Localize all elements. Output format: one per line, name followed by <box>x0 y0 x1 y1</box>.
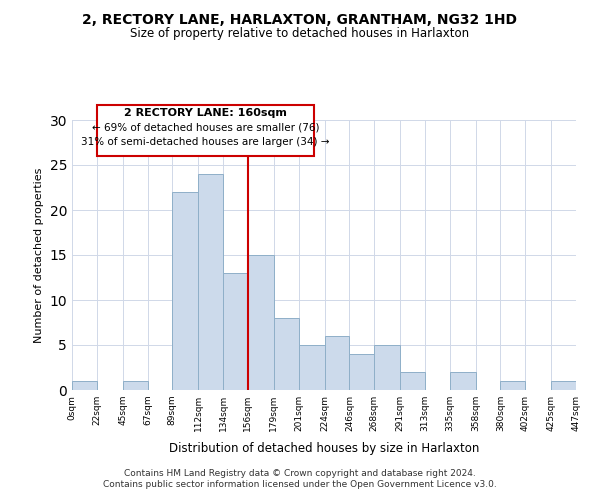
Bar <box>248 255 274 390</box>
Text: Contains HM Land Registry data © Crown copyright and database right 2024.: Contains HM Land Registry data © Crown c… <box>124 468 476 477</box>
Y-axis label: Number of detached properties: Number of detached properties <box>34 168 44 342</box>
Bar <box>500 381 525 390</box>
Text: Size of property relative to detached houses in Harlaxton: Size of property relative to detached ho… <box>130 28 470 40</box>
Bar <box>299 345 325 390</box>
Bar <box>274 318 299 390</box>
Text: 2 RECTORY LANE: 160sqm: 2 RECTORY LANE: 160sqm <box>124 108 287 118</box>
Text: ← 69% of detached houses are smaller (76): ← 69% of detached houses are smaller (76… <box>92 122 319 132</box>
Bar <box>400 372 425 390</box>
X-axis label: Distribution of detached houses by size in Harlaxton: Distribution of detached houses by size … <box>169 442 479 456</box>
Bar <box>172 192 198 390</box>
Bar <box>223 273 248 390</box>
Bar <box>551 381 576 390</box>
Bar <box>349 354 374 390</box>
Text: 31% of semi-detached houses are larger (34) →: 31% of semi-detached houses are larger (… <box>82 136 330 146</box>
Bar <box>374 345 400 390</box>
Bar <box>450 372 476 390</box>
Bar <box>325 336 349 390</box>
Text: Contains public sector information licensed under the Open Government Licence v3: Contains public sector information licen… <box>103 480 497 489</box>
Bar <box>72 381 97 390</box>
Bar <box>123 381 148 390</box>
Bar <box>198 174 223 390</box>
Text: 2, RECTORY LANE, HARLAXTON, GRANTHAM, NG32 1HD: 2, RECTORY LANE, HARLAXTON, GRANTHAM, NG… <box>83 12 517 26</box>
